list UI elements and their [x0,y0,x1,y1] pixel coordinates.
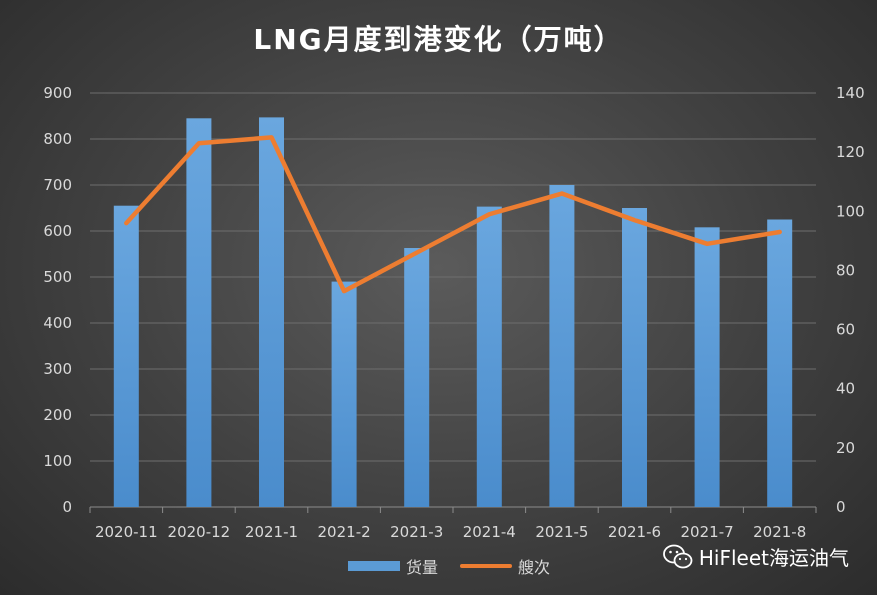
y-left-tick-label: 800 [43,130,72,148]
line-point [487,212,491,216]
y-left-tick-label: 100 [43,452,72,470]
bar [476,206,502,507]
bar [186,118,212,508]
bar [694,227,720,507]
y-right-tick-label: 40 [836,380,855,398]
y-right-tick-label: 120 [836,143,865,161]
y-right-tick-label: 100 [836,202,865,220]
chart-title: LNG月度到港变化（万吨） [253,23,624,56]
bar [622,208,647,507]
chart-legend: 货量 艘次 [348,554,550,578]
y-left-tick-label: 900 [43,84,72,102]
y-right-tick-label: 20 [836,439,855,457]
legend-label-volume: 货量 [406,558,439,577]
x-tick-label: 2020-12 [168,523,231,541]
x-tick-label: 2021-6 [608,523,661,541]
x-tick-label: 2021-1 [245,523,298,541]
y-left-tick-label: 400 [43,314,72,332]
x-tick-label: 2021-8 [753,523,806,541]
line-point [342,289,346,293]
line-point [415,251,419,255]
x-tick-label: 2021-7 [681,523,734,541]
bar [259,117,284,507]
y-left-tick-label: 500 [43,268,72,286]
legend-swatch-bar [348,561,400,571]
y-left-tick-label: 700 [43,176,72,194]
line-point [778,230,782,234]
legend-swatch-line [460,564,513,568]
legend-item-calls: 艘次 [460,554,550,578]
y-left-tick-label: 600 [43,222,72,240]
y-right-tick-label: 80 [836,261,855,279]
y-right-tick-label: 60 [836,321,855,339]
x-tick-label: 2021-4 [463,523,516,541]
line-point [270,135,273,139]
x-tick-label: 2021-3 [390,523,443,541]
x-tick-label: 2021-5 [535,523,588,541]
line-point [124,221,128,225]
y-left-tick-label: 200 [43,406,72,424]
bar [113,205,139,507]
y-left-tick-label: 0 [62,498,72,516]
y-left-tick-label: 300 [43,360,72,378]
series-line [124,135,782,294]
y-right-tick-label: 140 [836,84,865,102]
y-right-tick-label: 0 [836,498,846,516]
line-point [633,218,636,222]
bar [404,248,430,507]
line-point [197,141,201,145]
line-point [560,192,564,196]
legend-item-volume: 货量 [348,554,438,578]
x-tick-label: 2020-11 [95,523,158,541]
line-point [705,242,709,246]
bar [549,185,575,507]
bar [331,281,357,507]
watermark: HiFleet海运油气 [662,542,849,571]
bar [767,219,793,507]
wechat-icon [662,544,693,568]
watermark-text: HiFleet海运油气 [698,546,849,570]
x-tick-label: 2021-2 [318,523,371,541]
legend-label-calls: 艘次 [518,558,551,577]
